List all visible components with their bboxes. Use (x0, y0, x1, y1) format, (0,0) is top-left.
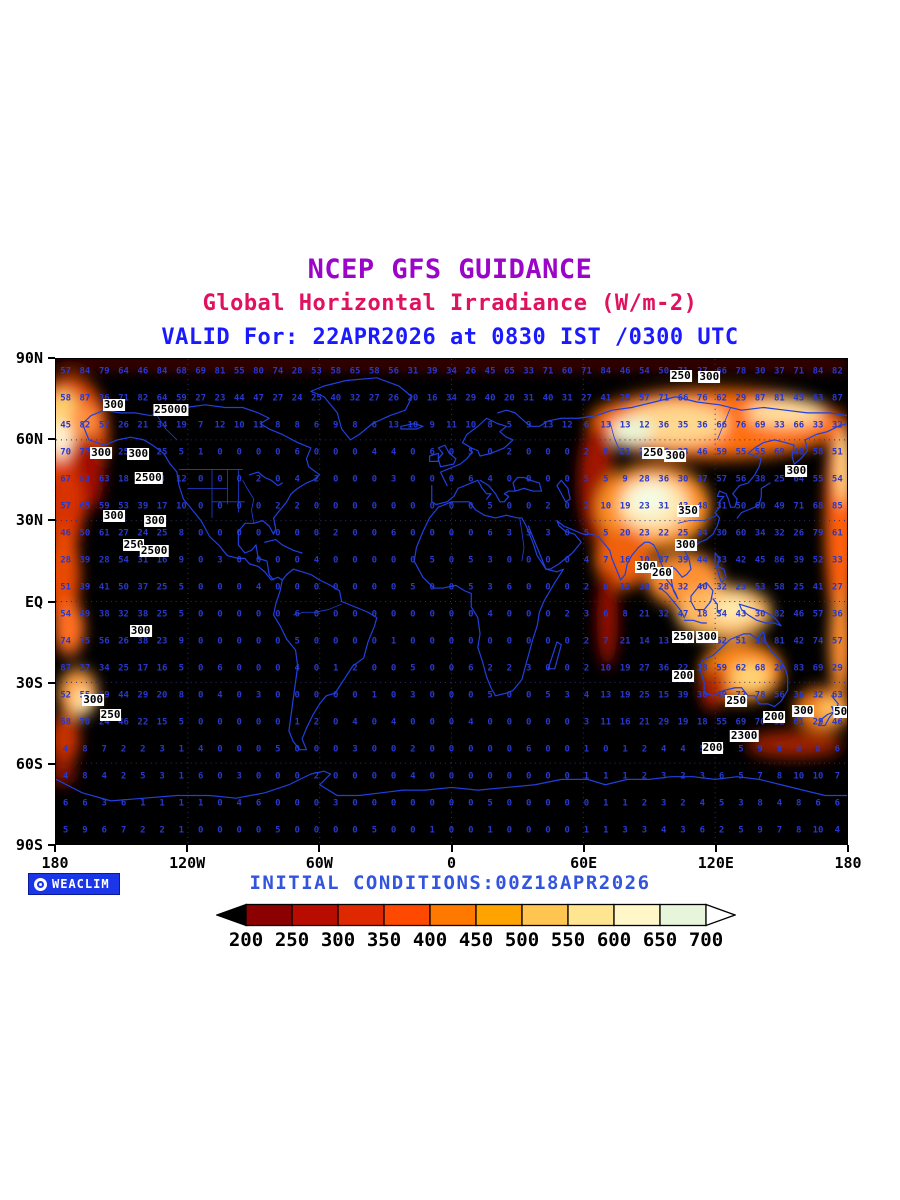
contour-label: 300 (698, 369, 721, 383)
contour-label: 350 (677, 504, 699, 518)
contour-label: 300 (129, 624, 152, 638)
weaclim-logo: WEACLIM (28, 873, 120, 895)
contour-label: 200 (672, 668, 695, 682)
contour-label: 200 (701, 741, 724, 755)
contour-label: 250 (99, 708, 122, 722)
chart-title: NCEP GFS GUIDANCE (307, 254, 593, 285)
contour-label: 25000 (153, 402, 189, 416)
grid-values-texture: 57 84 79 64 46 84 68 69 81 55 80 74 28 53 58 65 58 56 31 39… (60, 366, 843, 836)
colorbar-level-label: 450 (458, 929, 494, 951)
borders-and-rivers (156, 407, 731, 616)
y-tick-label: 30N (15, 511, 43, 530)
y-tick-label: 60S (15, 754, 43, 773)
colorbar (215, 903, 737, 931)
x-tick-label: 180 (834, 854, 862, 872)
y-tick-label: 90N (15, 349, 43, 367)
y-tick (48, 600, 55, 603)
initial-conditions-text: INITIAL CONDITIONS:00Z18APR2026 (249, 872, 651, 894)
x-tick (847, 845, 849, 852)
contour-label: 300 (664, 449, 687, 462)
contour-label: 300 (792, 703, 815, 717)
contour-label: 250 (672, 629, 695, 643)
contour-label: 300 (102, 397, 125, 411)
y-tick-label: 60N (15, 430, 43, 449)
contour-label: 300 (674, 538, 697, 552)
chart-subtitle: Global Horizontal Irradiance (W/m-2) (202, 291, 698, 316)
contour-labels-layer: 300 25000 300 300 2500 300 300 250 2500 300 300 250… (56, 359, 847, 844)
contour-label: 2300 (729, 729, 759, 743)
y-tick (48, 519, 55, 522)
y-tick (48, 681, 55, 684)
x-tick-label: 120W (169, 854, 206, 872)
contour-label: 300 (90, 445, 113, 459)
colorbar-level-label: 600 (596, 929, 632, 951)
weaclim-logo-icon (34, 877, 47, 891)
x-tick (54, 845, 56, 852)
x-tick-label: 180 (41, 854, 69, 872)
colorbar-level-label: 400 (412, 929, 448, 951)
contour-label: 250 (122, 538, 145, 552)
x-tick-label: 60W (305, 854, 333, 872)
contour-label: 300 (696, 629, 718, 643)
y-tick-label: 90S (15, 836, 43, 854)
colorbar-level-label: 300 (320, 929, 356, 951)
colorbar-labels: 200 250 300 350 400 450 500 550 600 650 700 (216, 929, 736, 953)
x-tick-label: 0 (446, 854, 457, 872)
y-tick-label: EQ (24, 592, 43, 611)
weaclim-logo-text: WEACLIM (52, 877, 110, 891)
x-tick-label: 60E (570, 854, 598, 872)
valid-time-line: VALID For: 22APR2026 at 0830 IST /0300 U… (161, 325, 739, 350)
colorbar-level-label: 650 (642, 929, 678, 951)
colorbar-level-label: 500 (504, 929, 540, 951)
y-tick (48, 762, 55, 765)
x-tick (186, 845, 189, 852)
contour-label: 260 (650, 565, 673, 579)
map-plot-area: 57 84 79 64 46 84 68 69 81 55 80 74 28 53 58 65 58 56 31 39… (55, 358, 848, 845)
contour-label: 200 (763, 710, 786, 724)
contour-label: 2500 (134, 471, 163, 485)
colorbar-level-label: 250 (274, 929, 310, 951)
colorbar-level-label: 550 (550, 929, 586, 951)
contour-label: 250 (669, 368, 692, 382)
plot-container: 57 84 79 64 46 84 68 69 81 55 80 74 28 53 58 65 58 56 31 39… (16, 349, 862, 872)
contour-label: 300 (102, 509, 125, 523)
contour-label: 250 (725, 694, 748, 708)
contour-label: 300 (82, 693, 105, 707)
contour-label: 300 (143, 513, 166, 527)
contour-label: 2500 (139, 544, 169, 558)
contour-label: 300 (785, 463, 808, 477)
colorbar-level-label: 200 (228, 929, 264, 951)
y-tick (48, 438, 55, 441)
colorbar-level-label: 350 (366, 929, 402, 951)
x-tick (318, 845, 321, 852)
x-tick-label: 120E (697, 854, 734, 872)
colorbar-level-label: 700 (688, 929, 724, 951)
contour-label: 250 (642, 445, 665, 459)
y-tick (48, 357, 55, 359)
x-tick (582, 845, 585, 852)
x-tick (714, 845, 717, 852)
y-tick-label: 30S (15, 673, 43, 692)
y-tick (48, 844, 55, 846)
contour-label: 50 (833, 704, 848, 718)
contour-label: 300 (127, 446, 150, 460)
map-lines-layer (56, 359, 847, 844)
x-tick (450, 845, 453, 852)
